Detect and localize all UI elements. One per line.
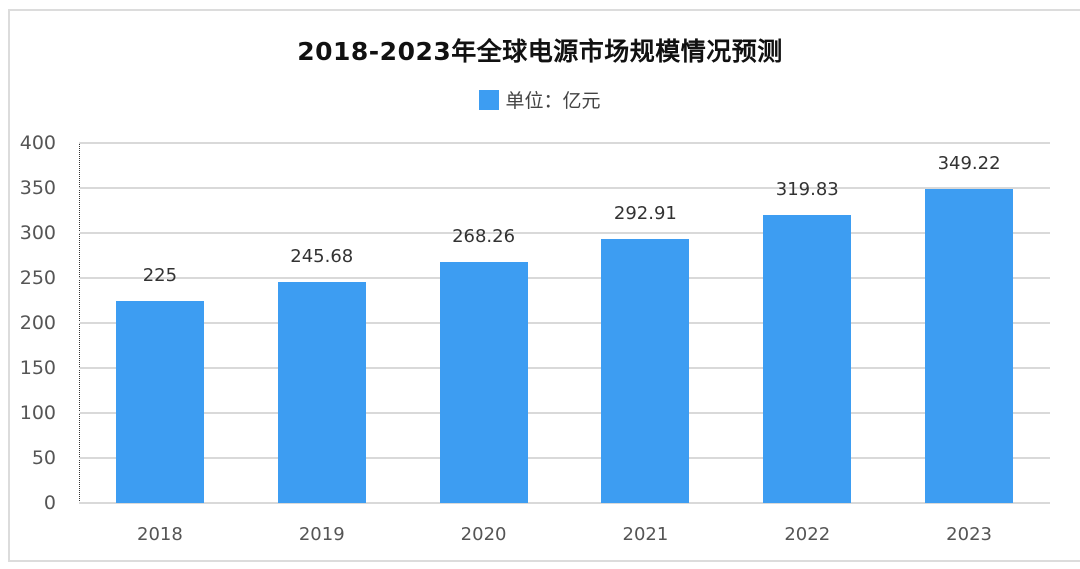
y-tick-label: 200 — [19, 312, 56, 334]
y-tick-label: 100 — [19, 402, 56, 424]
bar-2019 — [277, 281, 366, 503]
bar-2018 — [115, 300, 204, 503]
legend-swatch-icon — [479, 89, 500, 110]
x-tick-label: 2019 — [298, 524, 345, 545]
y-tick-label: 50 — [31, 447, 56, 469]
bar-value-label: 268.26 — [452, 225, 516, 247]
y-tick-label: 350 — [19, 177, 56, 199]
bar-2021 — [601, 239, 690, 503]
gridline — [79, 322, 1050, 324]
plot-area: 225 245.68 268.26 292.91 319.83 349.22 — [79, 142, 1050, 504]
y-tick-label: 0 — [43, 492, 56, 514]
x-tick-label: 2021 — [622, 524, 669, 545]
x-tick-label: 2020 — [460, 524, 507, 545]
legend-label: 单位：亿元 — [505, 90, 601, 112]
gridline — [79, 457, 1050, 459]
x-tick-label: 2023 — [946, 524, 992, 545]
gridline — [79, 142, 1050, 144]
bar-2020 — [439, 261, 528, 503]
gridline — [79, 502, 1050, 504]
bar-value-label: 292.91 — [613, 203, 677, 225]
bar-2023 — [925, 188, 1014, 503]
bar-value-label: 225 — [142, 264, 178, 286]
y-tick-label: 150 — [19, 357, 56, 379]
x-tick-label: 2018 — [137, 524, 183, 545]
y-tick-label: 250 — [19, 267, 56, 289]
bar-value-label: 245.68 — [290, 245, 354, 267]
gridline — [79, 367, 1050, 369]
y-tick-label: 300 — [19, 222, 56, 244]
bar-value-label: 349.22 — [937, 152, 1001, 174]
y-tick-label: 400 — [19, 132, 56, 154]
chart-title: 2018-2023年全球电源市场规模情况预测 — [297, 37, 783, 66]
gridline — [79, 412, 1050, 414]
bar-value-label: 319.83 — [775, 179, 839, 201]
gridline — [79, 277, 1050, 279]
gridline — [79, 232, 1050, 234]
x-tick-label: 2022 — [784, 524, 831, 545]
bar-2022 — [763, 215, 852, 503]
gridline — [79, 187, 1050, 189]
chart-legend: 单位：亿元 — [0, 86, 1080, 113]
